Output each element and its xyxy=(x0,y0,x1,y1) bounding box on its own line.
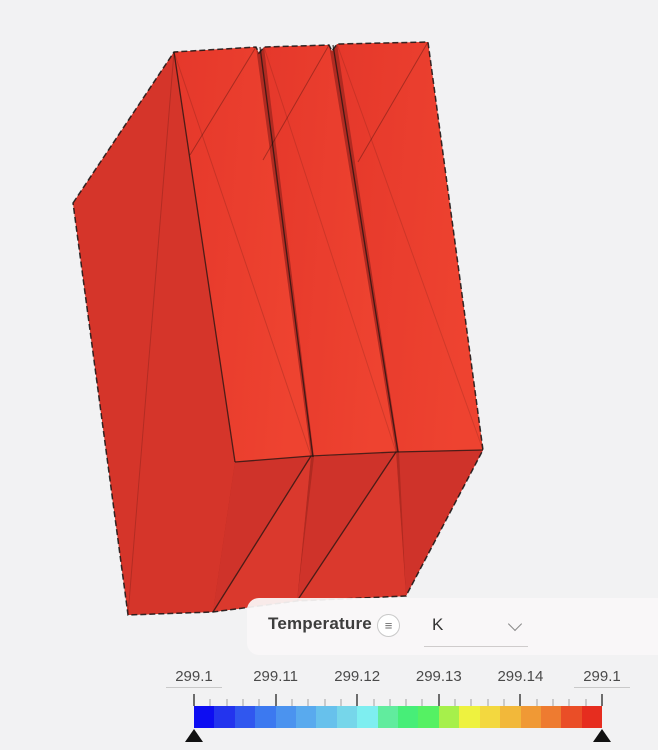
colorbar-minor-tick xyxy=(242,699,244,706)
colorbar-minor-tick xyxy=(324,699,326,706)
chevron-down-icon xyxy=(507,616,523,632)
colorbar-block: 299.1 299.11 299.12 299.13 299.14 299.1 xyxy=(166,668,630,746)
colorbar-segment xyxy=(275,706,297,728)
model-face-front-cell-3 xyxy=(337,42,483,452)
model-facet-lines xyxy=(173,41,484,457)
colorbar-ticks xyxy=(193,694,603,706)
colorbar-tick-label: 299.12 xyxy=(334,668,381,685)
colorbar-min-handle[interactable] xyxy=(185,729,203,742)
colorbar-segment xyxy=(540,706,562,728)
colorbar-major-tick xyxy=(519,694,522,706)
colorbar xyxy=(194,706,603,728)
colorbar-major-tick xyxy=(601,694,603,706)
colorbar-major-tick xyxy=(193,694,195,706)
colorbar-minor-tick xyxy=(373,699,375,706)
colorbar-segment xyxy=(234,706,256,728)
colorbar-segment xyxy=(459,706,480,728)
colorbar-minor-tick xyxy=(536,699,538,706)
colorbar-min-field[interactable]: 299.1 xyxy=(166,668,222,688)
colorbar-minor-tick xyxy=(470,699,472,706)
colorbar-max-handle[interactable] xyxy=(593,729,611,742)
colorbar-segment xyxy=(418,706,439,728)
colorbar-tick-label: 299.14 xyxy=(497,668,544,685)
colorbar-minor-tick xyxy=(209,699,211,706)
colorbar-minor-tick xyxy=(389,699,391,706)
colorbar-segment xyxy=(214,706,235,728)
colorbar-minor-tick xyxy=(340,699,342,706)
unit-select-underline xyxy=(424,646,528,647)
result-field-label: Temperature xyxy=(268,614,372,633)
unit-value: K xyxy=(432,615,444,634)
colorbar-minor-tick xyxy=(421,699,423,706)
colorbar-segment xyxy=(398,706,419,728)
colorbar-tick-label: 299.11 xyxy=(253,668,298,685)
colorbar-minor-tick xyxy=(307,699,309,706)
colorbar-segment xyxy=(581,706,603,728)
colorbar-segment xyxy=(500,706,521,728)
unit-select[interactable]: K xyxy=(424,610,530,647)
colorbar-segment xyxy=(357,706,378,728)
colorbar-segment xyxy=(438,706,460,728)
colorbar-minor-tick xyxy=(503,699,505,706)
colorbar-minor-tick xyxy=(487,699,489,706)
shading-edge xyxy=(127,51,175,616)
colorbar-minor-tick xyxy=(552,699,554,706)
legend-panel: Temperature ≡ K xyxy=(247,598,658,655)
colorbar-minor-tick xyxy=(585,699,587,706)
colorbar-segment xyxy=(479,706,501,728)
colorbar-segment xyxy=(296,706,317,728)
colorbar-minor-tick xyxy=(226,699,228,706)
model-face-front-cell-2 xyxy=(264,45,396,457)
colorbar-segment xyxy=(255,706,276,728)
colorbar-max-field[interactable]: 299.1 xyxy=(574,668,630,688)
model-edges xyxy=(173,44,484,613)
model-face-front-cell-1 xyxy=(174,47,311,462)
colorbar-tick-label: 299.13 xyxy=(415,668,462,685)
colorbar-segment xyxy=(561,706,582,728)
colorbar-segment xyxy=(377,706,399,728)
colorbar-minor-tick xyxy=(454,699,456,706)
model-face-bottom-cell-2-bright xyxy=(297,452,406,601)
colorbar-major-tick xyxy=(437,694,440,706)
hamburger-icon: ≡ xyxy=(384,618,393,633)
colorbar-labels: 299.1 299.11 299.12 299.13 299.14 299.1 xyxy=(166,668,630,688)
legend-toolbar: Temperature ≡ K xyxy=(247,598,658,655)
model-silhouette-outline xyxy=(72,41,484,616)
colorbar-minor-tick xyxy=(291,699,293,706)
colorbar-major-tick xyxy=(356,694,359,706)
colorbar-segment xyxy=(520,706,541,728)
model-face-bottom-cell-3 xyxy=(399,450,483,596)
colorbar-segment xyxy=(316,706,337,728)
legend-menu-button[interactable]: ≡ xyxy=(377,614,400,637)
colorbar-major-tick xyxy=(274,694,277,706)
colorbar-minor-tick xyxy=(405,699,407,706)
colorbar-segment xyxy=(194,706,215,728)
colorbar-segment xyxy=(336,706,358,728)
colorbar-minor-tick xyxy=(568,699,570,706)
colorbar-minor-tick xyxy=(258,699,260,706)
